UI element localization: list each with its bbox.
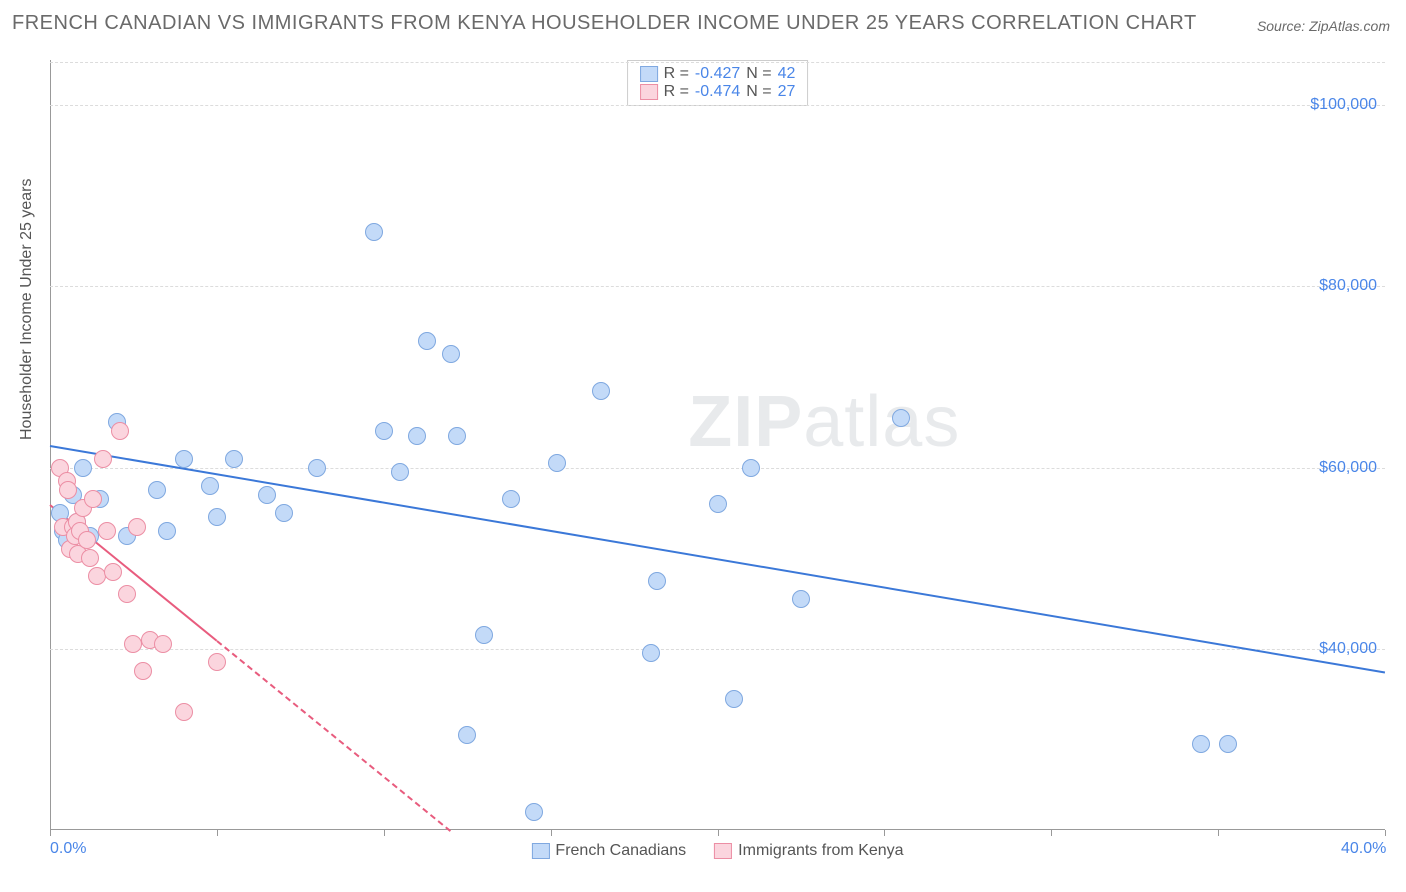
data-point [642, 644, 660, 662]
data-point [442, 345, 460, 363]
data-point [648, 572, 666, 590]
legend-swatch [531, 843, 549, 859]
data-point [78, 531, 96, 549]
data-point [792, 590, 810, 608]
data-point [208, 508, 226, 526]
data-point [81, 549, 99, 567]
data-point [175, 703, 193, 721]
data-point [448, 427, 466, 445]
data-point [742, 459, 760, 477]
legend-label: French Canadians [555, 842, 686, 860]
x-tick [884, 830, 885, 836]
data-point [548, 454, 566, 472]
y-tick-label: $60,000 [1319, 459, 1377, 477]
data-point [208, 653, 226, 671]
legend-swatch [714, 843, 732, 859]
data-point [175, 450, 193, 468]
n-value: 27 [778, 83, 796, 101]
data-point [525, 803, 543, 821]
legend-stats: R = -0.427 N = 42 R = -0.474 N = 27 [627, 60, 809, 106]
data-point [59, 481, 77, 499]
data-point [158, 522, 176, 540]
data-point [592, 382, 610, 400]
x-tick [217, 830, 218, 836]
chart-container: FRENCH CANADIAN VS IMMIGRANTS FROM KENYA… [0, 0, 1406, 892]
data-point [124, 635, 142, 653]
x-tick-label: 40.0% [1341, 840, 1386, 858]
data-point [892, 409, 910, 427]
data-point [74, 459, 92, 477]
data-point [118, 585, 136, 603]
n-label: N = [746, 83, 771, 101]
grid-line [50, 105, 1385, 106]
data-point [709, 495, 727, 513]
r-label: R = [664, 83, 689, 101]
legend-stat-row: R = -0.427 N = 42 [640, 65, 796, 83]
data-point [258, 486, 276, 504]
data-point [148, 481, 166, 499]
data-point [365, 223, 383, 241]
source-label: Source: ZipAtlas.com [1257, 18, 1390, 34]
plot-area: ZIPatlas R = -0.427 N = 42 R = -0.474 N … [50, 60, 1385, 830]
data-point [154, 635, 172, 653]
data-point [458, 726, 476, 744]
watermark: ZIPatlas [688, 381, 960, 463]
data-point [1192, 735, 1210, 753]
data-point [84, 490, 102, 508]
trend-line [216, 640, 451, 832]
data-point [88, 567, 106, 585]
data-point [275, 504, 293, 522]
legend-label: Immigrants from Kenya [738, 842, 903, 860]
x-tick [384, 830, 385, 836]
legend-item: French Canadians [531, 842, 686, 860]
x-tick-label: 0.0% [50, 840, 86, 858]
x-tick [1385, 830, 1386, 836]
n-label: N = [746, 65, 771, 83]
data-point [475, 626, 493, 644]
data-point [94, 450, 112, 468]
grid-line [50, 286, 1385, 287]
data-point [225, 450, 243, 468]
x-tick [718, 830, 719, 836]
data-point [418, 332, 436, 350]
r-value: -0.427 [695, 65, 740, 83]
data-point [725, 690, 743, 708]
x-tick [1218, 830, 1219, 836]
chart-title: FRENCH CANADIAN VS IMMIGRANTS FROM KENYA… [12, 12, 1197, 35]
y-tick-label: $40,000 [1319, 640, 1377, 658]
data-point [104, 563, 122, 581]
legend-swatch [640, 66, 658, 82]
y-tick-label: $100,000 [1310, 96, 1377, 114]
data-point [111, 422, 129, 440]
data-point [134, 662, 152, 680]
legend-swatch [640, 84, 658, 100]
data-point [201, 477, 219, 495]
n-value: 42 [778, 65, 796, 83]
y-axis-label: Householder Income Under 25 years [18, 179, 36, 440]
legend-item: Immigrants from Kenya [714, 842, 903, 860]
r-label: R = [664, 65, 689, 83]
data-point [408, 427, 426, 445]
grid-line [50, 468, 1385, 469]
data-point [1219, 735, 1237, 753]
data-point [502, 490, 520, 508]
y-tick-label: $80,000 [1319, 277, 1377, 295]
grid-line [50, 62, 1385, 63]
trend-line [50, 445, 1385, 673]
x-tick [50, 830, 51, 836]
data-point [391, 463, 409, 481]
x-tick [551, 830, 552, 836]
r-value: -0.474 [695, 83, 740, 101]
data-point [375, 422, 393, 440]
data-point [128, 518, 146, 536]
data-point [308, 459, 326, 477]
data-point [98, 522, 116, 540]
legend-series: French Canadians Immigrants from Kenya [531, 842, 903, 860]
grid-line [50, 649, 1385, 650]
legend-stat-row: R = -0.474 N = 27 [640, 83, 796, 101]
x-tick [1051, 830, 1052, 836]
